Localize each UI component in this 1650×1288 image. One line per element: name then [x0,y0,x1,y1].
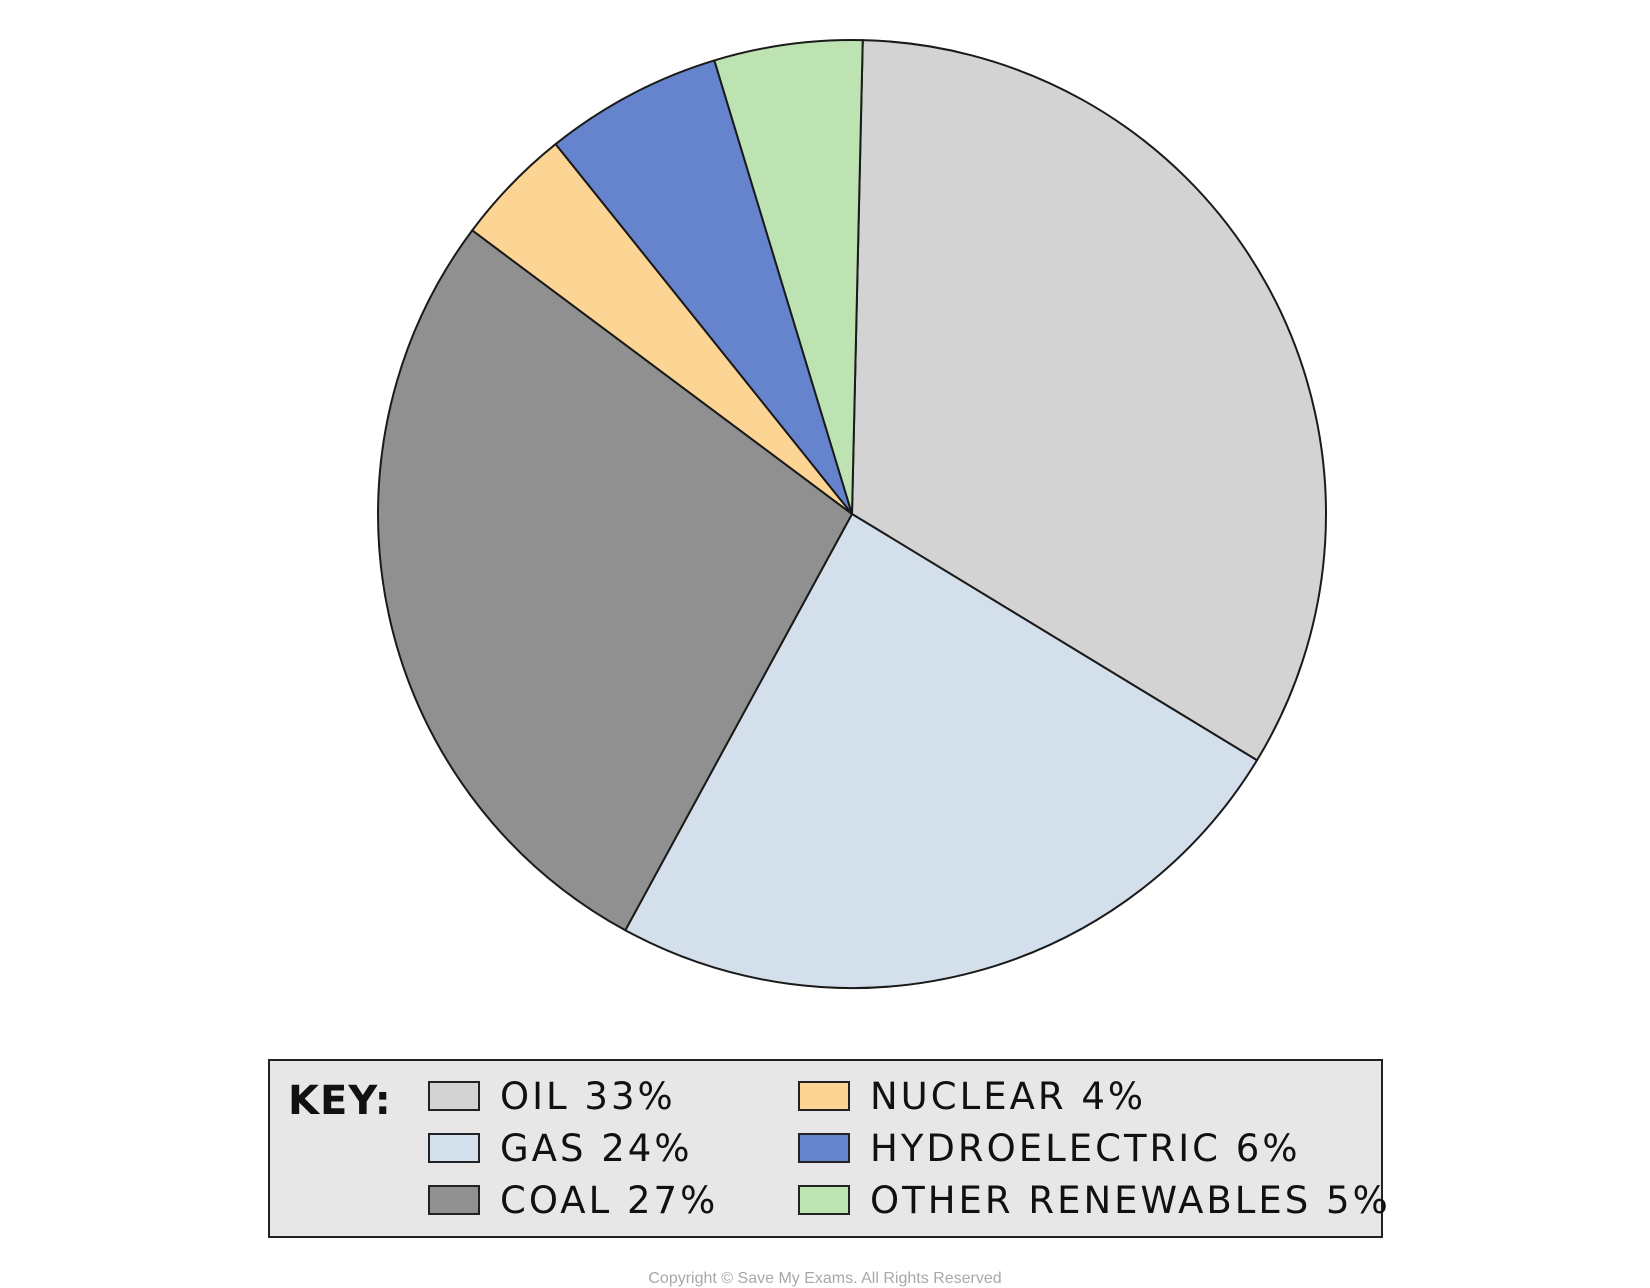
legend-item-nuclear: NUCLEAR 4% [798,1071,1146,1121]
legend-swatch-coal [428,1185,480,1215]
legend-label-other-renewables: OTHER RENEWABLES 5% [870,1178,1391,1222]
pie-slice-other-renewables [713,39,864,515]
copyright-text: Copyright © Save My Exams. All Rights Re… [648,1270,1002,1287]
pie-slice-hydroelectric [554,59,853,515]
pie-slice-gas [624,513,1259,989]
legend-label-coal: COAL 27% [500,1178,719,1222]
legend-item-oil: OIL 33% [428,1071,676,1121]
legend-item-hydroelectric: HYDROELECTRIC 6% [798,1123,1300,1173]
legend-box: KEY: OIL 33% GAS 24% COAL 27% NUCLEAR 4%… [268,1059,1388,1238]
legend-swatch-nuclear [798,1081,850,1111]
pie-slice-oil [851,39,1327,762]
legend-label-hydroelectric: HYDROELECTRIC 6% [870,1126,1301,1170]
legend-swatch-oil [428,1081,480,1111]
legend-label-oil: OIL 33% [500,1074,676,1118]
legend-item-gas: GAS 24% [428,1123,692,1173]
legend-swatch-gas [428,1133,480,1163]
pie-slice-coal [377,229,853,932]
legend-label-nuclear: NUCLEAR 4% [870,1074,1147,1118]
legend-label-gas: GAS 24% [500,1126,693,1170]
legend-swatch-hydroelectric [798,1133,850,1163]
legend-item-other-renewables: OTHER RENEWABLES 5% [798,1175,1391,1225]
legend-title: KEY: [288,1078,392,1124]
legend-item-coal: COAL 27% [428,1175,718,1225]
legend-swatch-other-renewables [798,1185,850,1215]
